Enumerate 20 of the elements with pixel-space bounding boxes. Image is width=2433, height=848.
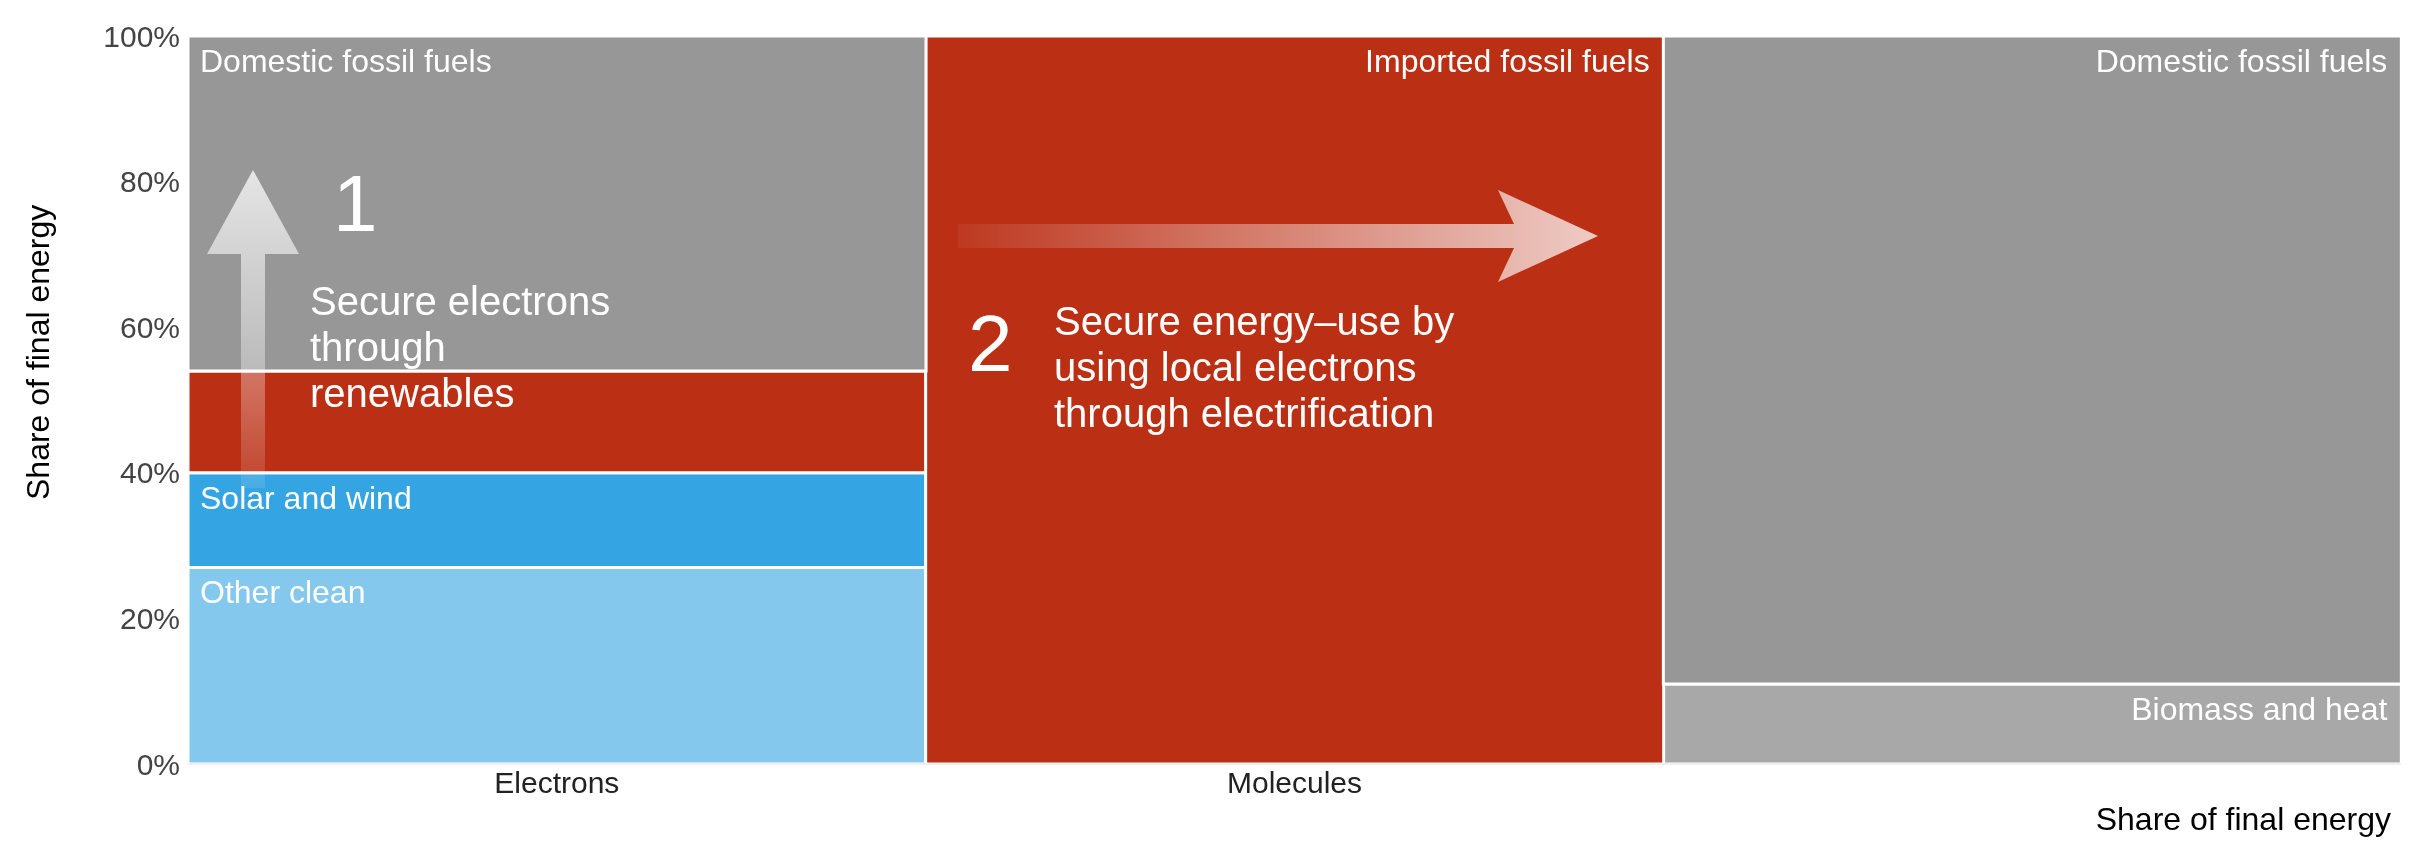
y-tick-label: 40% bbox=[119, 456, 180, 490]
annotation: Secure electrons through renewables bbox=[310, 278, 612, 416]
annotation: Secure energy–use by using local electrons through electrification bbox=[1054, 298, 1456, 436]
series-label: Other clean bbox=[200, 574, 366, 611]
annotation: 2 bbox=[968, 298, 1013, 390]
y-tick-label: 80% bbox=[119, 165, 180, 199]
series-label: Domestic fossil fuels bbox=[200, 43, 492, 79]
x-tick-label: Electrons bbox=[494, 766, 620, 800]
series-label: Imported fossil fuels bbox=[1365, 43, 1650, 79]
y-tick-label: 60% bbox=[119, 310, 180, 344]
y-tick-label: 20% bbox=[119, 602, 180, 636]
x-tick-label: Molecules bbox=[1226, 766, 1363, 800]
y-tick-label: 0% bbox=[136, 747, 180, 781]
y-axis-title: Share of final energy bbox=[20, 204, 57, 500]
x-axis-title: Share of final energy bbox=[2095, 801, 2391, 837]
series-label: Biomass and heat bbox=[2131, 690, 2388, 727]
y-tick-label: 100% bbox=[103, 19, 180, 53]
annotation: 1 bbox=[333, 158, 378, 250]
text: Domestic fossil fuels bbox=[2095, 43, 2388, 79]
series-label: Solar and wind bbox=[200, 479, 412, 516]
